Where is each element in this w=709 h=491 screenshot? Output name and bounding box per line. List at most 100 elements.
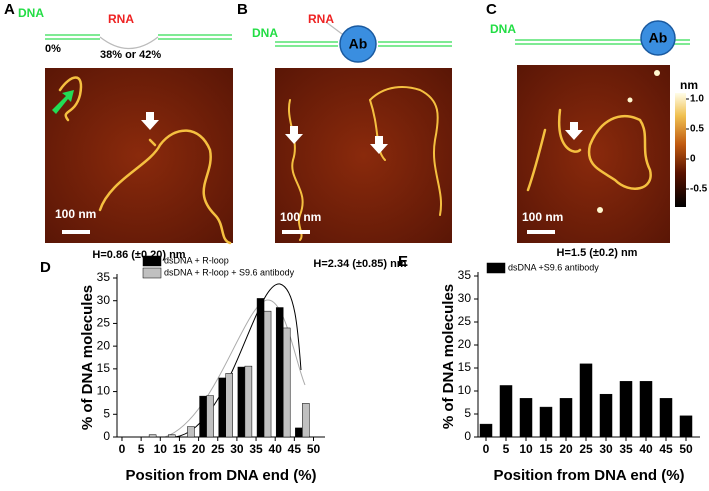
scale-bar-label: 100 nm xyxy=(280,210,321,224)
x-tick-label: 25 xyxy=(579,442,593,456)
y-tick-label: 0 xyxy=(103,429,110,443)
y-tick-label: 20 xyxy=(458,337,472,351)
colorbar-tick-label: 0.5 xyxy=(690,124,704,135)
bar xyxy=(619,381,633,438)
bar xyxy=(302,403,310,438)
bar xyxy=(579,363,593,438)
x-tick-label: 20 xyxy=(192,442,206,456)
scale-bar xyxy=(282,230,310,234)
legend-swatch xyxy=(486,262,506,274)
afm-image xyxy=(275,68,452,243)
x-tick-label: 15 xyxy=(539,442,553,456)
bar xyxy=(187,426,195,438)
y-tick-label: 25 xyxy=(97,316,111,330)
y-tick-label: 35 xyxy=(458,268,472,282)
bar xyxy=(275,307,284,438)
scale-bar-label: 100 nm xyxy=(522,210,563,224)
x-tick-label: 30 xyxy=(599,442,613,456)
bar xyxy=(148,434,157,438)
rna-label: RNA xyxy=(308,12,334,26)
bar xyxy=(256,298,265,438)
start-label: 0% xyxy=(45,43,61,55)
bar xyxy=(244,365,253,438)
afm-image xyxy=(45,68,233,243)
x-tick-label: 35 xyxy=(249,442,263,456)
y-tick-label: 25 xyxy=(458,314,472,328)
arrow xyxy=(52,90,74,114)
x-tick-label: 15 xyxy=(173,442,187,456)
y-tick-label: 5 xyxy=(464,406,471,420)
panel-label: B xyxy=(237,1,248,18)
bar xyxy=(263,310,272,438)
x-tick-label: 50 xyxy=(679,442,693,456)
y-tick-label: 0 xyxy=(464,429,471,443)
x-tick-label: 40 xyxy=(269,442,283,456)
y-tick-label: 15 xyxy=(458,360,472,374)
bar xyxy=(199,395,207,438)
y-tick-label: 5 xyxy=(103,406,110,420)
legend-swatch xyxy=(142,267,162,279)
panel-label: E xyxy=(398,253,408,270)
colorbar-tick-label: -0.5 xyxy=(690,184,708,195)
colorbar xyxy=(675,93,686,207)
x-tick-label: 25 xyxy=(211,442,225,456)
x-tick-label: 45 xyxy=(659,442,673,456)
legend-label: dsDNA + R-loop xyxy=(164,255,229,265)
dna-label: DNA xyxy=(490,22,516,36)
dna-strands xyxy=(526,108,652,192)
x-axis-title: Position from DNA end (%) xyxy=(493,467,684,484)
antibody xyxy=(339,25,377,63)
x-tick-label: 45 xyxy=(288,442,302,456)
dna-strands xyxy=(58,76,232,245)
x-tick-label: 50 xyxy=(307,442,321,456)
x-tick-label: 35 xyxy=(619,442,633,456)
bar xyxy=(599,393,613,438)
x-tick-label: 40 xyxy=(639,442,653,456)
colorbar-tick-label: 0 xyxy=(690,154,696,165)
panel-label: D xyxy=(40,259,51,276)
particle xyxy=(627,97,633,103)
bar xyxy=(479,423,493,438)
bar xyxy=(237,366,246,438)
y-tick-label: 10 xyxy=(458,383,472,397)
bar xyxy=(539,406,553,438)
x-tick-label: 0 xyxy=(119,442,126,456)
bar xyxy=(168,434,176,438)
x-tick-label: 20 xyxy=(559,442,573,456)
x-axis-title: Position from DNA end (%) xyxy=(125,467,316,484)
y-tick-label: 35 xyxy=(97,270,111,284)
antibody xyxy=(640,20,676,56)
scale-bar-label: 100 nm xyxy=(55,207,96,221)
dna-label: DNA xyxy=(252,26,278,40)
bar xyxy=(225,373,233,438)
bar xyxy=(218,377,226,438)
y-axis-title: % of DNA molecules xyxy=(440,284,457,429)
bar xyxy=(519,398,533,438)
bar xyxy=(206,395,214,438)
legend-label: dsDNA + R-loop + S9.6 antibody xyxy=(164,267,295,277)
position-label: 38% or 42% xyxy=(100,49,161,61)
y-tick-label: 15 xyxy=(97,361,111,375)
x-tick-label: 30 xyxy=(230,442,244,456)
rna-label: RNA xyxy=(108,12,134,26)
height-caption: H=2.34 (±0.85) nm xyxy=(313,258,406,270)
scale-bar xyxy=(527,230,555,234)
antibody-label: Ab xyxy=(349,36,368,52)
colorbar-label: nm xyxy=(680,78,698,92)
dna-label: DNA xyxy=(18,6,44,20)
y-tick-label: 10 xyxy=(97,384,111,398)
x-tick-label: 5 xyxy=(503,442,510,456)
height-caption: H=1.5 (±0.2) nm xyxy=(557,247,638,259)
dna-diagram xyxy=(45,34,232,49)
antibody-label: Ab xyxy=(649,30,668,46)
bar xyxy=(295,427,303,438)
y-tick-label: 30 xyxy=(97,293,111,307)
y-tick-label: 20 xyxy=(97,338,111,352)
x-tick-label: 10 xyxy=(154,442,168,456)
particle xyxy=(597,207,603,213)
particle xyxy=(654,70,660,76)
panel-label: C xyxy=(486,1,497,18)
y-tick-label: 30 xyxy=(458,291,472,305)
bar xyxy=(639,381,653,438)
arrow xyxy=(285,126,303,144)
